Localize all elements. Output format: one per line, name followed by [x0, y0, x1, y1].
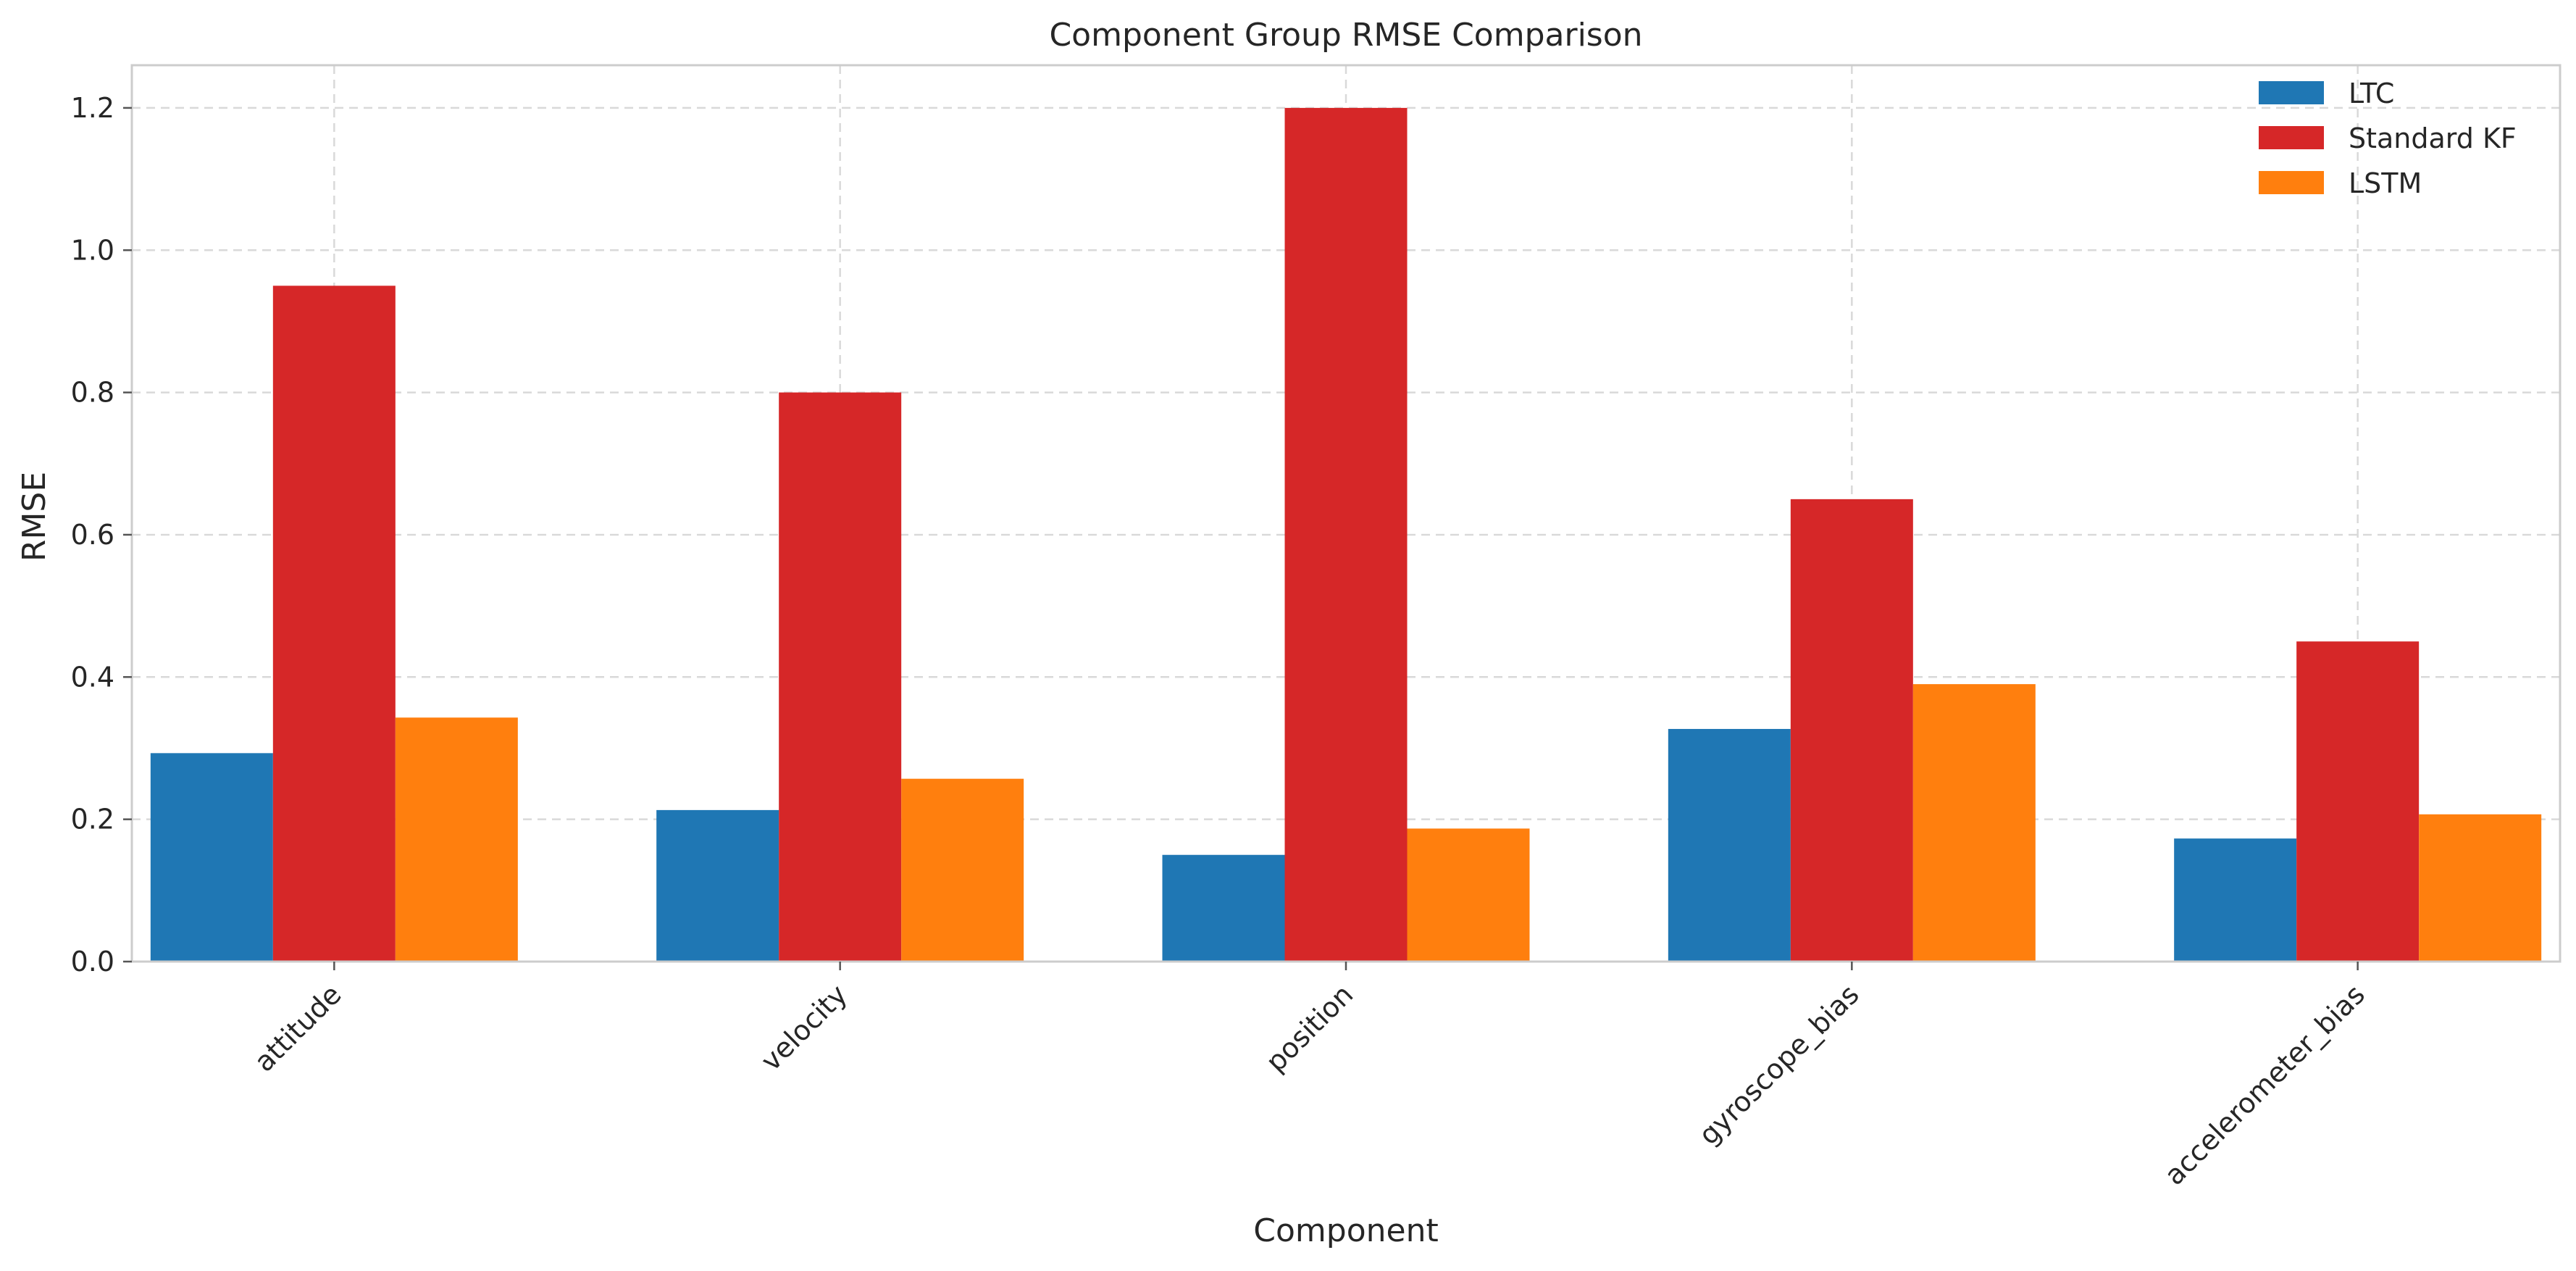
legend-swatch-lstm: [2259, 171, 2324, 194]
bar-ltc-velocity: [656, 809, 779, 962]
bar-ltc-attitude: [150, 753, 273, 962]
bars: [150, 107, 2542, 962]
y-axis-label: RMSE: [16, 472, 53, 562]
bar-ltc-position: [1162, 854, 1285, 962]
x-tick-label: attitude: [248, 978, 347, 1078]
x-tick-label: position: [1260, 978, 1360, 1078]
bar-lstm-velocity: [901, 778, 1024, 962]
x-axis-ticks: attitude velocity position gyroscope_bias ac…: [248, 962, 2371, 1191]
y-tick-label: 1.0: [71, 234, 114, 266]
bar-lstm-attitude: [395, 717, 518, 962]
y-tick-label: 0.8: [71, 377, 114, 409]
y-tick-label: 0.2: [71, 804, 114, 835]
y-axis-ticks: 0.0 0.2 0.4 0.6 0.8 1.0 1.2: [71, 92, 132, 978]
y-tick-label: 0.4: [71, 661, 114, 693]
chart-title: Component Group RMSE Comparison: [1049, 17, 1642, 54]
bar-standard-kf-accelerometer-bias: [2296, 641, 2420, 962]
y-tick-label: 1.2: [71, 92, 114, 124]
legend-label-lstm: LSTM: [2349, 167, 2422, 199]
bar-ltc-accelerometer-bias: [2174, 838, 2297, 962]
bar-standard-kf-velocity: [779, 392, 902, 962]
bar-standard-kf-position: [1284, 107, 1408, 962]
y-tick-label: 0.6: [71, 519, 114, 551]
x-tick-label: gyroscope_bias: [1693, 978, 1865, 1151]
bar-lstm-position: [1407, 828, 1530, 962]
legend-swatch-ltc: [2259, 81, 2324, 104]
legend: LTC Standard KF LSTM: [2259, 78, 2517, 199]
bar-lstm-accelerometer-bias: [2419, 814, 2542, 962]
bar-lstm-gyroscope-bias: [1912, 684, 2036, 962]
y-tick-label: 0.0: [71, 946, 114, 978]
x-axis-label: Component: [1253, 1212, 1438, 1249]
x-tick-label: accelerometer_bias: [2158, 978, 2371, 1191]
legend-swatch-standard-kf: [2259, 126, 2324, 149]
bar-standard-kf-gyroscope-bias: [1790, 499, 1913, 962]
x-tick-label: velocity: [755, 978, 853, 1077]
bar-ltc-gyroscope-bias: [1668, 728, 1791, 962]
legend-label-standard-kf: Standard KF: [2349, 122, 2517, 154]
legend-label-ltc: LTC: [2349, 78, 2394, 109]
bar-standard-kf-attitude: [272, 286, 396, 962]
